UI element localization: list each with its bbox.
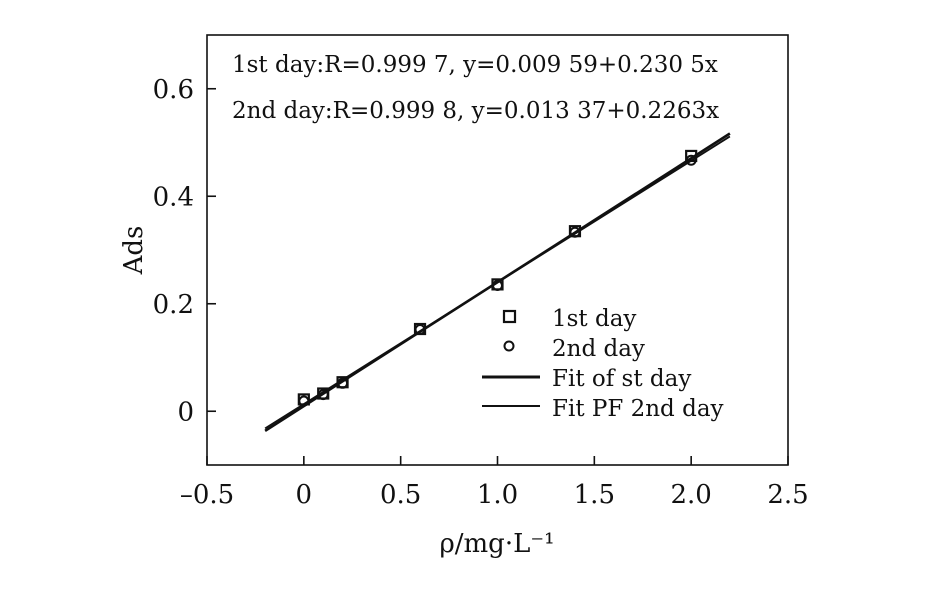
point-1st-day (685, 149, 698, 163)
x-tick-label: 0 (296, 480, 313, 510)
legend-label-fit-2nd-day: Fit PF 2nd day (552, 396, 724, 422)
point-2nd-day (337, 377, 349, 389)
y-tick-label: 0.6 (153, 75, 194, 105)
y-axis-ticks: 0 0.2 0.4 0.6 (153, 75, 216, 427)
x-tick-label: 2.0 (670, 480, 711, 510)
point-2nd-day (317, 389, 329, 401)
point-2nd-day (414, 324, 426, 336)
x-tick-label: 2.5 (767, 480, 808, 510)
data-points (297, 149, 698, 407)
x-tick-label: 0.5 (380, 480, 421, 510)
legend-marker-2nd-day (503, 340, 515, 352)
x-axis-ticks: –0.5 0 0.5 1.0 1.5 2.0 2.5 (180, 456, 809, 510)
legend: 1st day 2nd day Fit of st day Fit PF 2nd… (482, 306, 724, 422)
legend-label-2nd-day: 2nd day (552, 336, 645, 362)
point-2nd-day (492, 279, 503, 291)
x-axis-title: ρ/mg·L⁻¹ (439, 529, 554, 559)
point-2nd-day (685, 154, 697, 166)
point-2nd-day (569, 226, 581, 238)
point-2nd-day (298, 395, 310, 407)
y-tick-label: 0.4 (153, 182, 194, 212)
x-tick-label: 1.5 (574, 480, 615, 510)
x-tick-label: –0.5 (180, 480, 234, 510)
equation-2nd-day: 2nd day:R=0.999 8, y=0.013 37+0.2263x (232, 98, 719, 124)
legend-label-1st-day: 1st day (552, 306, 636, 332)
y-tick-label: 0.2 (153, 290, 194, 320)
legend-label-fit-1st-day: Fit of st day (552, 366, 691, 392)
y-axis-title: Ads (119, 226, 149, 276)
legend-marker-1st-day (502, 309, 517, 324)
x-tick-label: 1.0 (477, 480, 518, 510)
equation-1st-day: 1st day:R=0.999 7, y=0.009 59+0.230 5x (232, 52, 718, 78)
y-tick-label: 0 (177, 397, 194, 427)
